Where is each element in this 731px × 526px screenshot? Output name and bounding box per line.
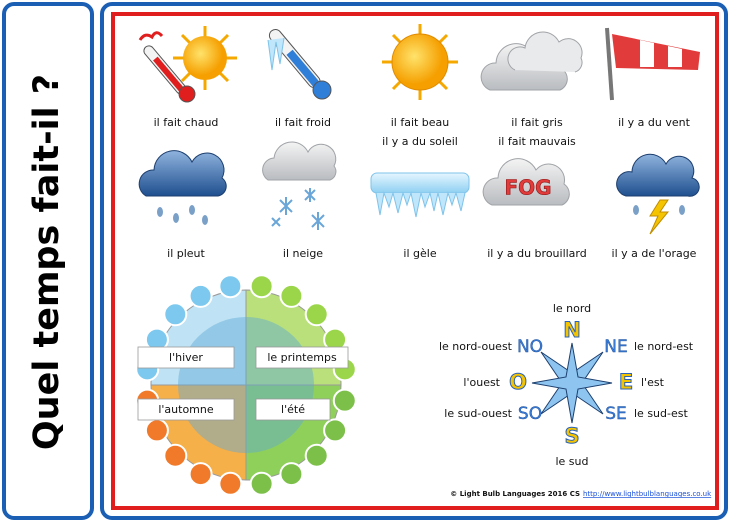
tree (306, 303, 328, 325)
compass-label: le nord (553, 302, 591, 315)
compass-letter: SO (518, 404, 542, 424)
weather-label: il y a du vent (618, 116, 691, 129)
compass-label: le nord-ouest (439, 340, 513, 353)
compass-label: l'est (641, 376, 665, 389)
compass-letter: S (564, 424, 579, 448)
compass-letter: NO (517, 337, 543, 357)
tree (306, 445, 328, 467)
compass-label: le sud-ouest (444, 407, 512, 420)
compass-star (532, 343, 612, 423)
weather-label: il fait chaud (154, 116, 219, 129)
compass-label: le nord-est (634, 340, 694, 353)
weather-label: il fait froid (275, 116, 331, 129)
weather-label: il y a du soleil (382, 135, 458, 148)
weather-label: il pleut (167, 247, 205, 260)
season-label: l'été (281, 403, 305, 416)
weather-label: il fait beau (391, 116, 450, 129)
compass-letter: O (509, 370, 527, 394)
tree (190, 463, 212, 485)
poster: Quel temps fait-il ? (0, 0, 731, 526)
compass-letter: E (619, 370, 633, 394)
tree (334, 390, 356, 412)
weather-label: il gèle (403, 247, 436, 260)
tree (146, 419, 168, 441)
weather-label: il fait mauvais (498, 135, 576, 148)
tree (164, 303, 186, 325)
icon-sun (382, 24, 458, 100)
tree (280, 463, 302, 485)
tree (219, 275, 241, 297)
compass-label: le sud-est (634, 407, 688, 420)
compass-letter: SE (605, 404, 627, 424)
fog-sign: FOG (504, 176, 551, 200)
title: Quel temps fait-il ? (27, 74, 67, 450)
compass-letter: N (563, 318, 581, 342)
weather-label: il fait gris (511, 116, 563, 129)
tree (324, 419, 346, 441)
tree (190, 285, 212, 307)
tree (164, 445, 186, 467)
tree (251, 473, 273, 495)
weather-label: il neige (283, 247, 323, 260)
season-label: l'automne (158, 403, 214, 416)
compass-label: l'ouest (463, 376, 500, 389)
weather-label: il y a du brouillard (487, 247, 587, 260)
tree (280, 285, 302, 307)
compass-label: le sud (555, 455, 588, 468)
tree (251, 275, 273, 297)
season-label: le printemps (267, 351, 337, 364)
url-link[interactable]: http://www.lightbulblanguages.co.uk (583, 490, 712, 498)
seasons-wheel (136, 275, 356, 495)
credit: © Light Bulb Languages 2016 CS (450, 490, 580, 498)
compass-letter: NE (604, 337, 627, 357)
tree (219, 473, 241, 495)
weather-label: il y a de l'orage (612, 247, 697, 260)
season-label: l'hiver (169, 351, 203, 364)
